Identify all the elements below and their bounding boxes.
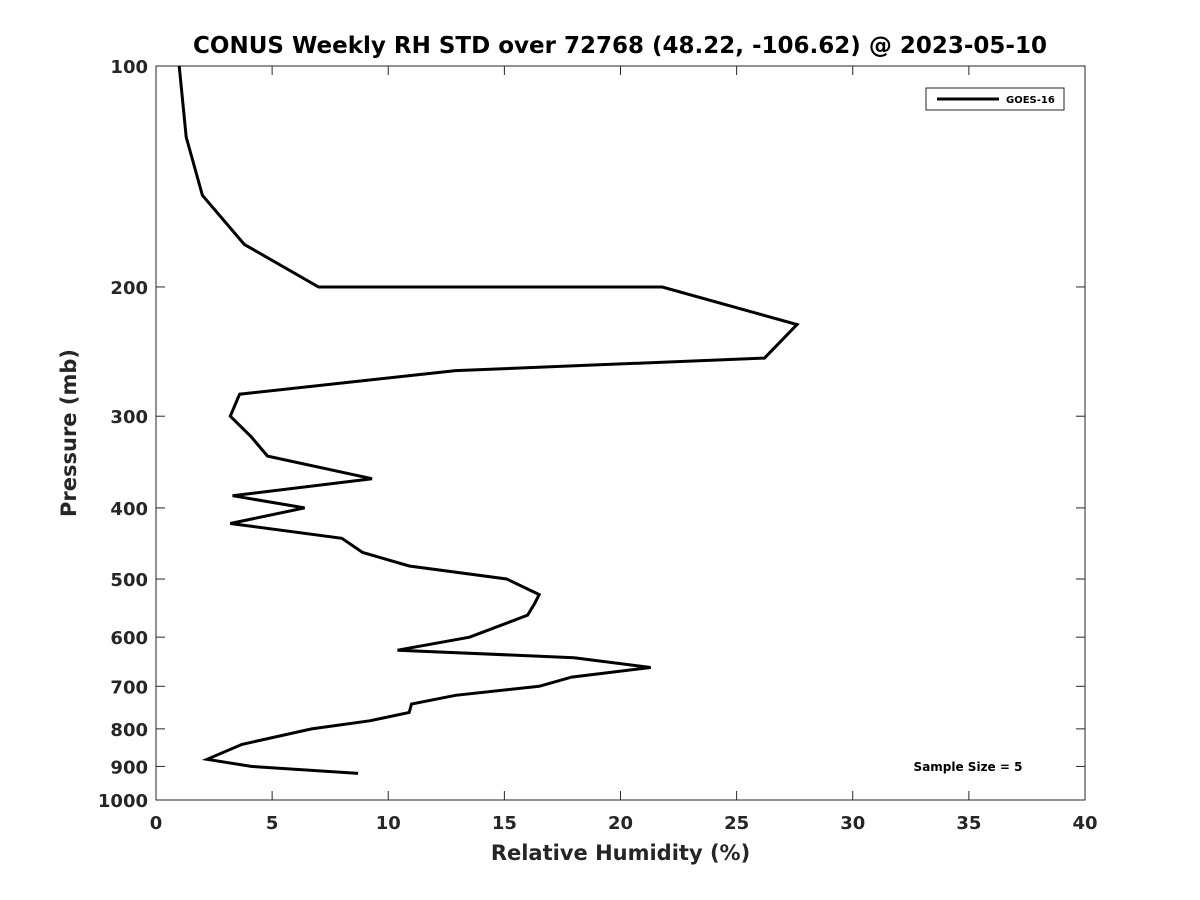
x-tick-label: 5 <box>266 813 279 834</box>
x-tick-label: 0 <box>150 813 163 834</box>
x-axis-label: Relative Humidity (%) <box>491 841 750 865</box>
x-tick-label: 30 <box>840 813 865 834</box>
y-tick-label: 500 <box>110 570 148 591</box>
x-tick-label: 20 <box>608 813 633 834</box>
y-axis-ticks: 100 200 300 400 500 600 700 800 900 1000 <box>98 57 1085 812</box>
x-tick-label: 10 <box>376 813 401 834</box>
x-axis-ticks: 0 5 10 15 20 25 30 35 40 <box>150 66 1098 834</box>
legend-entry: GOES-16 <box>1006 95 1055 106</box>
y-tick-label: 200 <box>110 278 148 299</box>
legend: GOES-16 <box>925 87 1065 111</box>
y-tick-label: 900 <box>110 757 148 778</box>
x-tick-label: 25 <box>724 813 749 834</box>
y-tick-label: 100 <box>110 57 148 78</box>
series-line <box>177 65 800 775</box>
y-tick-label: 400 <box>110 499 148 520</box>
y-axis-label: Pressure (mb) <box>57 349 81 517</box>
sample-size-annotation: Sample Size = 5 <box>914 760 1023 774</box>
x-tick-label: 15 <box>492 813 517 834</box>
x-tick-label: 40 <box>1072 813 1097 834</box>
y-tick-label: 300 <box>110 407 148 428</box>
y-tick-label: 800 <box>110 720 148 741</box>
x-tick-label: 35 <box>956 813 981 834</box>
y-tick-label: 700 <box>110 677 148 698</box>
y-tick-label: 600 <box>110 628 148 649</box>
plot-area <box>155 65 1086 801</box>
chart-title: CONUS Weekly RH STD over 72768 (48.22, -… <box>193 33 1047 59</box>
y-tick-label: 1000 <box>98 791 148 812</box>
series-layer <box>177 65 800 775</box>
